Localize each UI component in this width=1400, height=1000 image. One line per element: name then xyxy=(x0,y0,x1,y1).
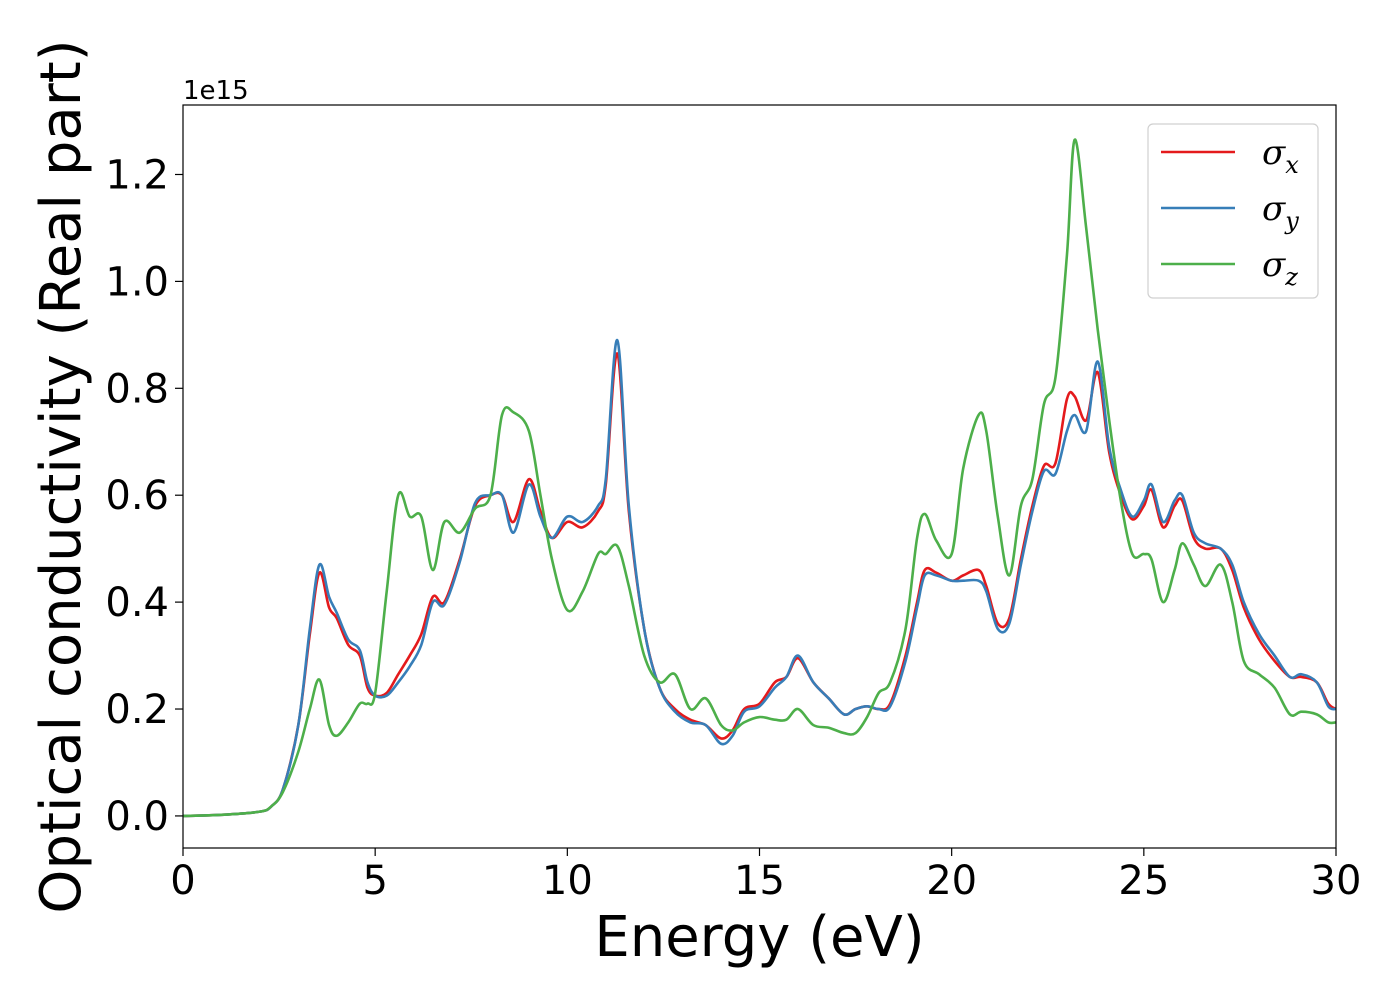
y-tick-label: 0.2 xyxy=(105,687,169,733)
x-tick-label: 20 xyxy=(926,858,977,904)
y-tick-label: 0.8 xyxy=(105,366,169,412)
x-tick-label: 0 xyxy=(170,858,195,904)
series-line-sigma-x xyxy=(183,352,1336,818)
x-axis-ticks: 0 5 10 15 20 25 30 xyxy=(170,848,1361,904)
x-tick-label: 5 xyxy=(362,858,387,904)
series-line-sigma-z xyxy=(183,138,1336,818)
y-tick-label: 1.2 xyxy=(105,152,169,198)
y-tick-label: 0.4 xyxy=(105,580,169,626)
y-axis-offset-label: 1e15 xyxy=(183,76,249,106)
x-tick-label: 25 xyxy=(1118,858,1169,904)
x-tick-label: 15 xyxy=(734,858,785,904)
legend-label: σz xyxy=(1262,245,1298,291)
legend-item-sigma-z: σz xyxy=(1161,245,1298,291)
x-axis-label: Energy (eV) xyxy=(594,905,924,970)
legend-box xyxy=(1147,123,1319,299)
x-tick-label: 10 xyxy=(542,858,593,904)
y-tick-label: 0.6 xyxy=(105,473,169,519)
y-tick-label: 0.0 xyxy=(105,794,169,840)
y-tick-label: 1.0 xyxy=(105,259,169,305)
y-axis-ticks: 0.0 0.2 0.4 0.6 0.8 1.0 1.2 xyxy=(105,152,183,840)
y-axis-label: Optical conductivity (Real part) xyxy=(29,39,94,913)
plot-lines xyxy=(183,138,1336,818)
series-line-sigma-y xyxy=(183,338,1336,818)
x-tick-label: 30 xyxy=(1311,858,1362,904)
